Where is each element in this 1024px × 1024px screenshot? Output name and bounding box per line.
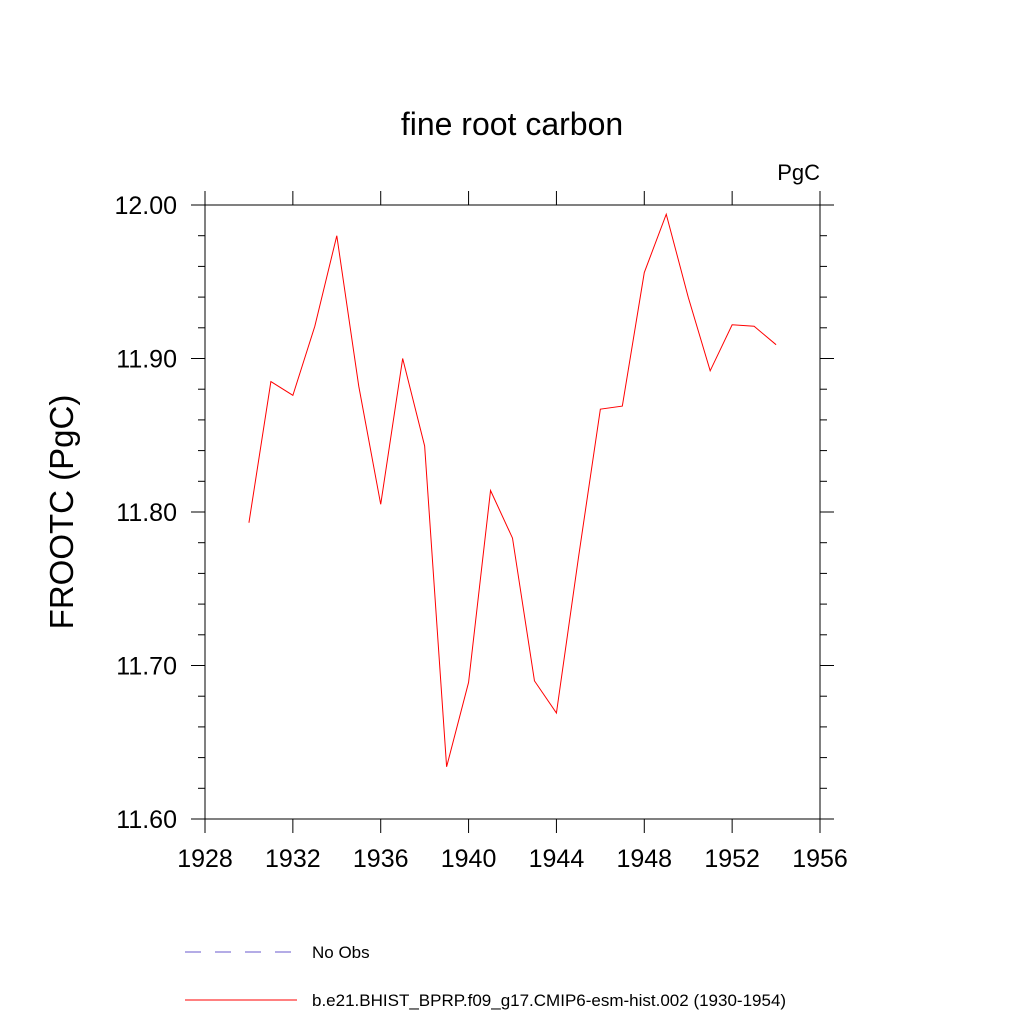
plot-frame [204, 204, 821, 820]
series-layer [248, 212, 777, 767]
x-tick-label: 1940 [441, 845, 497, 873]
y-tick-label: 11.90 [116, 346, 177, 374]
x-tick-label: 1952 [704, 845, 760, 873]
legend-label: b.e21.BHIST_BPRP.f09_g17.CMIP6-esm-hist.… [312, 991, 786, 1010]
y-tick-label: 11.70 [116, 653, 177, 681]
x-tick-label: 1956 [792, 845, 848, 873]
x-tick-label: 1948 [616, 845, 672, 873]
units-label: PgC [777, 160, 820, 185]
axis-ticks: 1928 1932 1936 1940 1944 1948 1952 1956 11.60 11.… [114, 191, 848, 873]
chart-title: fine root carbon [401, 106, 623, 142]
y-axis-label: FROOTC (PgC) [43, 395, 80, 630]
x-tick-label: 1932 [265, 845, 321, 873]
y-tick-label: 11.80 [116, 499, 177, 527]
x-tick-label: 1944 [529, 845, 585, 873]
legend-label: No Obs [312, 943, 370, 962]
y-tick-label: 11.60 [116, 806, 177, 834]
legend: No Obs b.e21.BHIST_BPRP.f09_g17.CMIP6-esm… [185, 943, 786, 1010]
x-tick-label: 1936 [353, 845, 409, 873]
x-tick-label: 1928 [177, 845, 233, 873]
series-line [248, 212, 777, 767]
y-tick-label: 12.00 [114, 192, 177, 220]
